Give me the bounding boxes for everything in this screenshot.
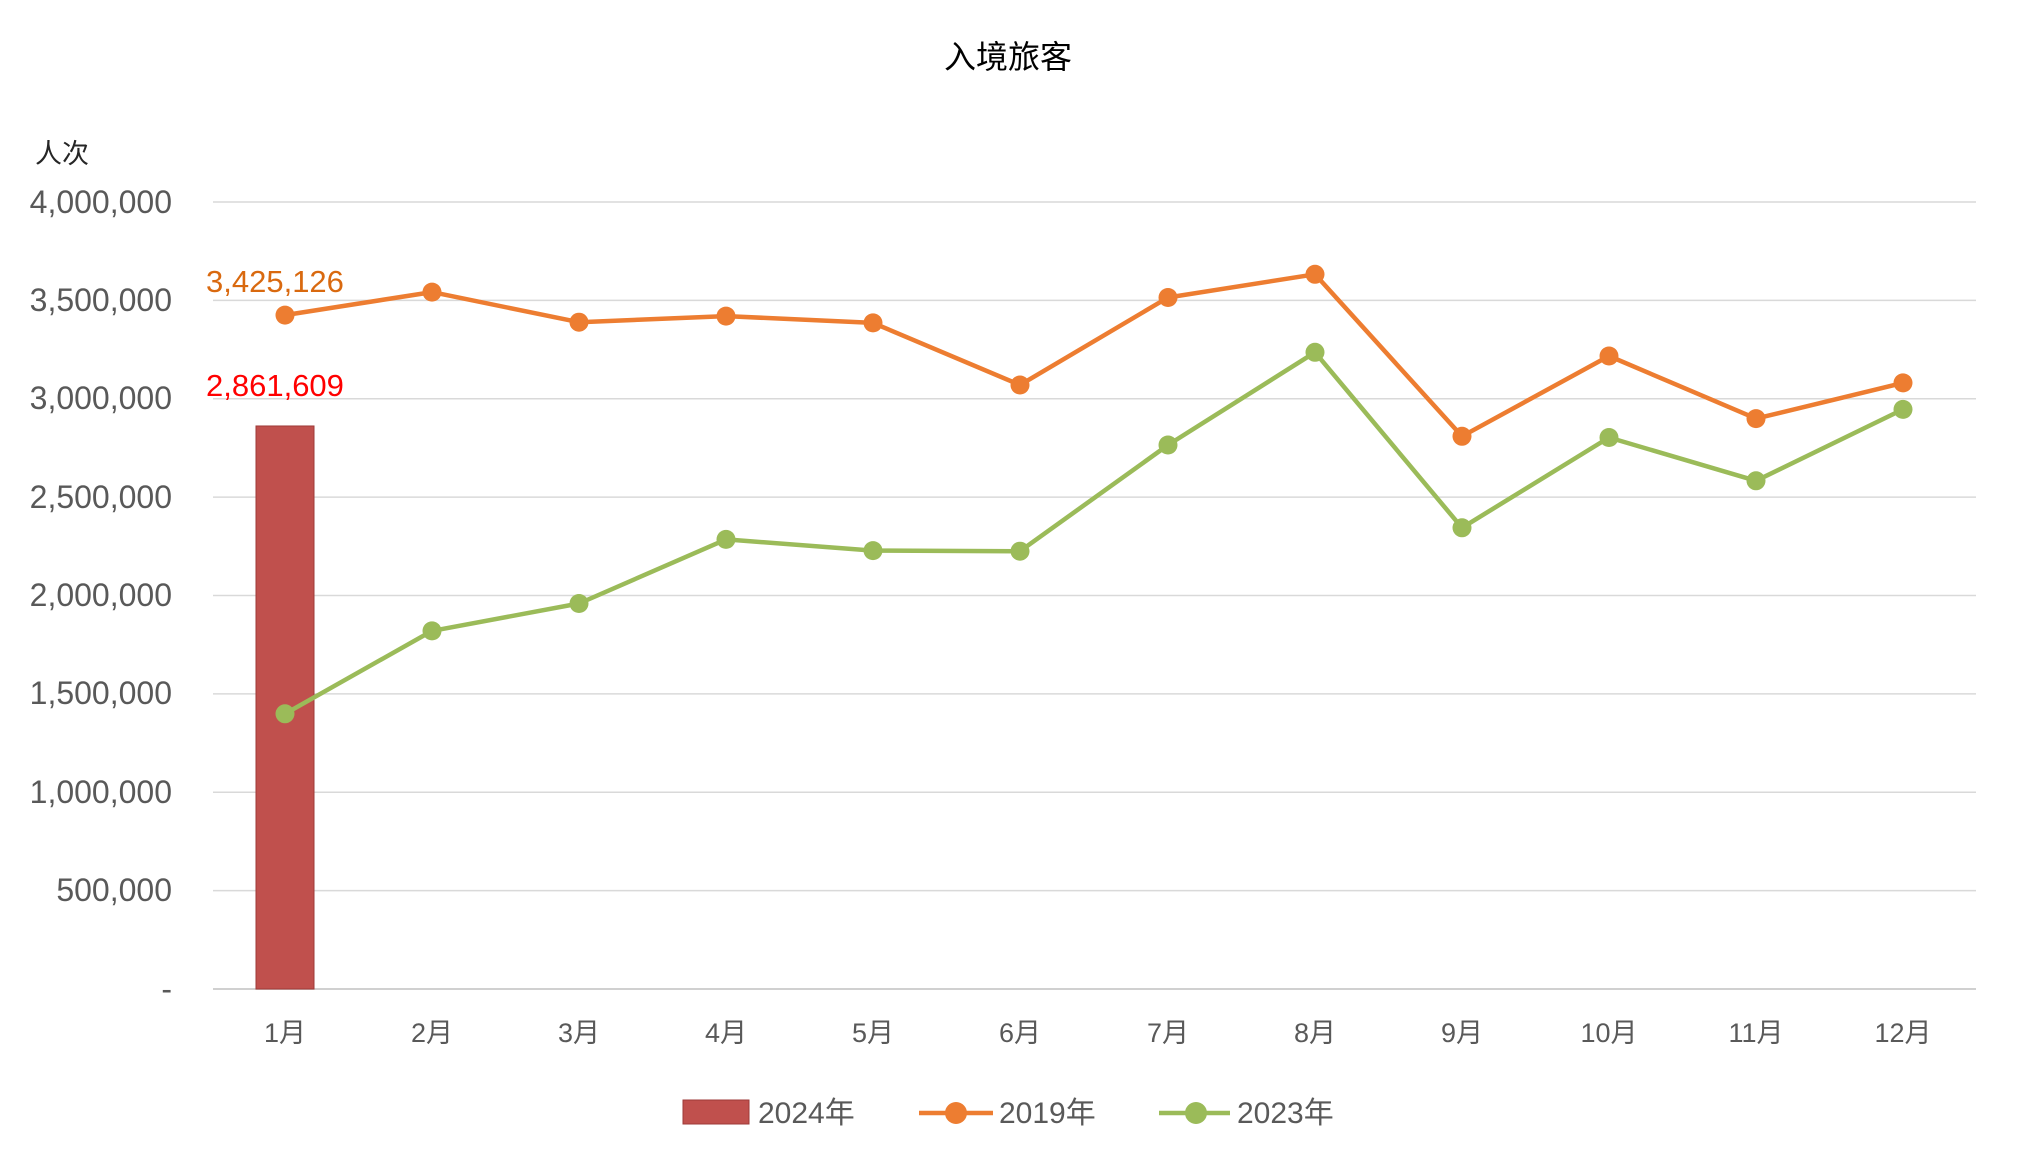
- svg-text:3,425,126: 3,425,126: [206, 264, 344, 299]
- svg-text:2,000,000: 2,000,000: [30, 577, 172, 613]
- svg-text:2,861,609: 2,861,609: [206, 368, 344, 403]
- svg-text:2019年: 2019年: [999, 1097, 1096, 1130]
- svg-text:3,500,000: 3,500,000: [30, 282, 172, 318]
- svg-text:1,500,000: 1,500,000: [30, 675, 172, 711]
- svg-text:2月: 2月: [411, 1018, 453, 1048]
- svg-text:12月: 12月: [1874, 1018, 1931, 1048]
- svg-text:6月: 6月: [999, 1018, 1041, 1048]
- svg-text:8月: 8月: [1294, 1018, 1336, 1048]
- svg-text:2023年: 2023年: [1237, 1097, 1334, 1130]
- svg-text:7月: 7月: [1147, 1018, 1189, 1048]
- svg-text:11月: 11月: [1728, 1018, 1783, 1048]
- svg-text:1月: 1月: [264, 1018, 306, 1048]
- svg-text:1,000,000: 1,000,000: [30, 774, 172, 810]
- svg-text:3,000,000: 3,000,000: [30, 380, 172, 416]
- svg-text:4,000,000: 4,000,000: [30, 184, 172, 220]
- svg-text:-: -: [161, 971, 172, 1007]
- svg-text:人次: 人次: [35, 139, 89, 169]
- svg-text:10月: 10月: [1580, 1018, 1637, 1048]
- svg-text:3月: 3月: [558, 1018, 600, 1048]
- svg-text:4月: 4月: [705, 1018, 747, 1048]
- svg-text:500,000: 500,000: [56, 872, 172, 908]
- svg-text:2024年: 2024年: [758, 1097, 855, 1130]
- svg-text:9月: 9月: [1441, 1018, 1483, 1048]
- svg-text:2,500,000: 2,500,000: [30, 479, 172, 515]
- svg-text:入境旅客: 入境旅客: [944, 39, 1072, 75]
- svg-text:5月: 5月: [852, 1018, 894, 1048]
